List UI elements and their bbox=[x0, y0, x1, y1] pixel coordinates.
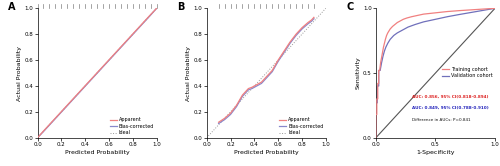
Text: AUC: 0.856, 95% CI(0.818-0.894): AUC: 0.856, 95% CI(0.818-0.894) bbox=[412, 94, 488, 98]
X-axis label: 1-Specificity: 1-Specificity bbox=[416, 150, 455, 155]
Text: A: A bbox=[8, 2, 15, 12]
Text: B: B bbox=[177, 2, 184, 12]
Y-axis label: Actual Probability: Actual Probability bbox=[186, 45, 191, 101]
Text: Difference in AUCs: P=0.841: Difference in AUCs: P=0.841 bbox=[412, 118, 470, 122]
Legend: Training cohort, Validation cohort: Training cohort, Validation cohort bbox=[442, 67, 492, 78]
X-axis label: Predicted Probability: Predicted Probability bbox=[234, 150, 298, 155]
Legend: Apparent, Bias-corrected, Ideal: Apparent, Bias-corrected, Ideal bbox=[110, 117, 154, 135]
Text: C: C bbox=[346, 2, 354, 12]
Y-axis label: Actual Probability: Actual Probability bbox=[17, 45, 22, 101]
X-axis label: Predicted Probability: Predicted Probability bbox=[64, 150, 130, 155]
Text: AUC: 0.849, 95% CI(0.788-0.910): AUC: 0.849, 95% CI(0.788-0.910) bbox=[412, 106, 488, 110]
Y-axis label: Sensitivity: Sensitivity bbox=[355, 57, 360, 89]
Legend: Apparent, Bias-corrected, Ideal: Apparent, Bias-corrected, Ideal bbox=[279, 117, 324, 135]
